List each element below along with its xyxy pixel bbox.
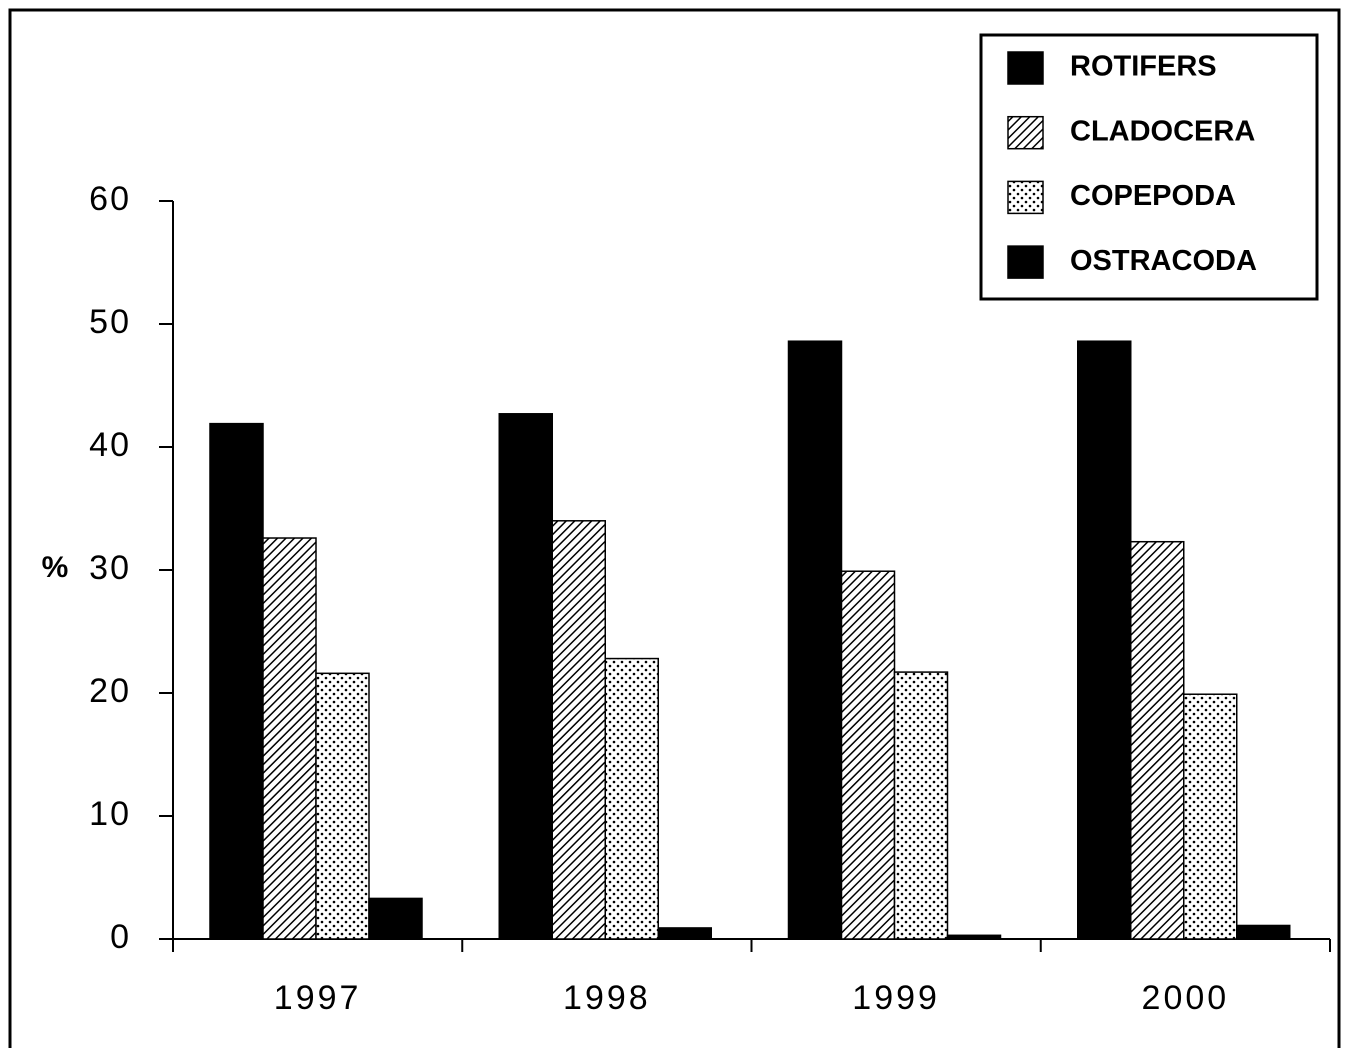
legend-label: COPEPODA — [1070, 180, 1236, 212]
bar — [787, 340, 843, 940]
legend-label: OSTRACODA — [1070, 245, 1257, 277]
bar — [657, 927, 712, 940]
bar — [604, 657, 659, 940]
bar — [315, 672, 370, 940]
bar — [498, 413, 553, 940]
bar — [1236, 924, 1291, 940]
y-tick-label: 20 — [89, 672, 131, 710]
bar — [840, 570, 896, 940]
bar — [209, 422, 264, 940]
bar — [262, 537, 317, 940]
bar — [1130, 540, 1185, 940]
y-tick-label: 30 — [89, 549, 131, 587]
y-tick-label: 40 — [89, 426, 131, 464]
frame — [8, 8, 1341, 1048]
legend-label: CLADOCERA — [1070, 115, 1255, 147]
y-tick-label: 0 — [110, 918, 131, 956]
bar — [368, 897, 423, 940]
bar — [551, 520, 606, 940]
bar — [1183, 693, 1238, 940]
y-tick-label: 50 — [89, 303, 131, 341]
bar — [1077, 340, 1132, 940]
x-tick-label: 1998 — [563, 979, 651, 1017]
legend-swatch — [1007, 51, 1044, 85]
y-tick-label: 60 — [89, 180, 131, 218]
bar — [946, 934, 1002, 940]
y-tick-label: 10 — [89, 795, 131, 833]
bar — [893, 671, 949, 940]
legend-swatch — [1007, 115, 1044, 150]
legend-label: ROTIFERS — [1070, 51, 1217, 83]
legend-swatch — [1007, 180, 1044, 215]
legend-swatch — [1007, 245, 1044, 279]
x-tick-label: 2000 — [1142, 979, 1230, 1017]
y-axis-label: % — [42, 551, 69, 584]
x-tick-label: 1997 — [274, 979, 362, 1017]
x-tick-label: 1999 — [852, 979, 940, 1017]
